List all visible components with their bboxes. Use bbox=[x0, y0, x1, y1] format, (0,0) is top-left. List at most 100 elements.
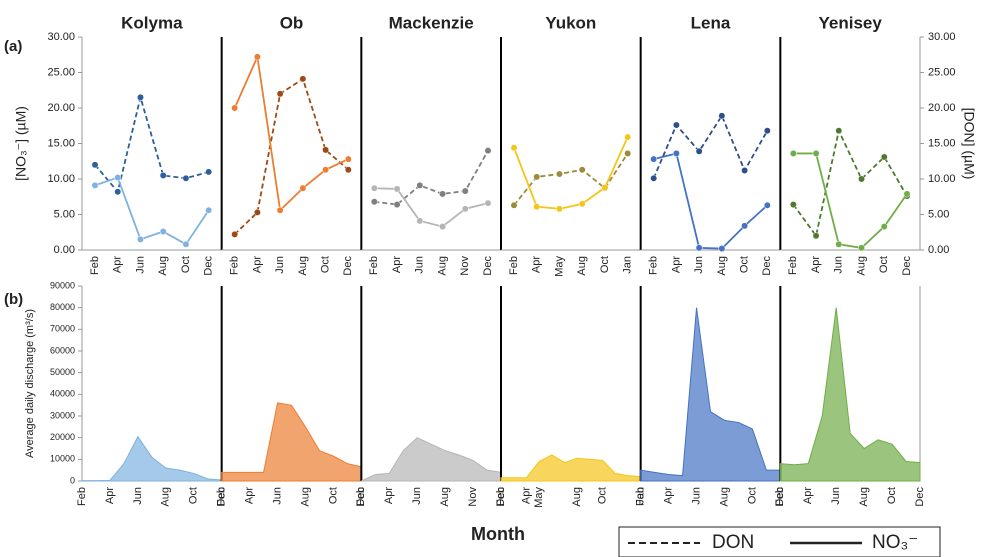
x-tick-label: Jun bbox=[833, 256, 845, 274]
x-tick-label: Feb bbox=[368, 256, 380, 275]
point bbox=[182, 174, 190, 182]
x-tick-label: Jun bbox=[830, 487, 842, 505]
point bbox=[137, 235, 144, 243]
point bbox=[461, 205, 469, 213]
point bbox=[114, 188, 122, 196]
point bbox=[253, 53, 261, 61]
point bbox=[741, 167, 749, 174]
y-tick-label: 25.00 bbox=[47, 66, 75, 78]
x-tick-label: Dec bbox=[342, 256, 354, 276]
x-tick-label: Apr bbox=[663, 487, 675, 504]
x-tick-label: Jan bbox=[622, 256, 634, 274]
x-tick-label: Aug bbox=[297, 256, 309, 276]
discharge-area bbox=[779, 307, 921, 482]
x-tick-label: Oct bbox=[886, 487, 898, 504]
point bbox=[159, 172, 167, 179]
discharge-area bbox=[500, 454, 642, 482]
point bbox=[276, 206, 284, 214]
x-tick-label: Apr bbox=[520, 487, 532, 504]
x-tick-label: Jun bbox=[132, 487, 144, 505]
y-axis-label: Average daily discharge (m³/s) bbox=[24, 309, 36, 458]
point bbox=[510, 144, 518, 152]
discharge-area bbox=[361, 437, 502, 482]
x-tick-label: Apr bbox=[112, 256, 124, 273]
x-tick-label: Feb bbox=[89, 256, 101, 275]
point bbox=[439, 190, 446, 198]
x-tick-label: Oct bbox=[188, 487, 200, 504]
point bbox=[370, 184, 378, 192]
y2-tick-label: 30.00 bbox=[928, 31, 956, 43]
x-tick-label: May bbox=[533, 487, 545, 508]
y-tick-label: 15.00 bbox=[47, 137, 75, 149]
point bbox=[763, 127, 771, 135]
discharge-area bbox=[221, 402, 362, 482]
x-tick-label: Dec bbox=[774, 487, 786, 507]
y-tick-label: 20000 bbox=[50, 432, 75, 442]
x-tick-label: Apr bbox=[802, 487, 814, 504]
series-line bbox=[233, 53, 349, 213]
x-tick-label: Apr bbox=[531, 256, 543, 273]
y-axis-label: [NO₃⁻] (µM) bbox=[13, 106, 29, 181]
y-tick-label: 60000 bbox=[50, 345, 75, 355]
series-line bbox=[234, 77, 349, 236]
x-tick-label: Aug bbox=[718, 487, 730, 507]
y-tick-label: 0.00 bbox=[54, 244, 75, 256]
x-tick-label: Oct bbox=[320, 256, 332, 273]
point bbox=[393, 201, 401, 209]
series-line bbox=[374, 150, 489, 206]
point bbox=[137, 93, 144, 101]
x-tick-label: Aug bbox=[439, 487, 451, 507]
x-tick-label: Feb bbox=[495, 487, 507, 506]
x-tick-label: Feb bbox=[355, 487, 367, 506]
x-tick-label: Dec bbox=[482, 256, 494, 276]
x-tick-label: Feb bbox=[635, 487, 647, 506]
y-tick-label: 0 bbox=[70, 475, 75, 485]
y-tick-label: 10.00 bbox=[47, 173, 75, 185]
point bbox=[416, 181, 424, 189]
x-tick-label: Apr bbox=[391, 256, 403, 273]
y-tick-label: 90000 bbox=[50, 280, 75, 290]
point bbox=[650, 155, 658, 163]
x-tick-label: Aug bbox=[858, 487, 870, 507]
point bbox=[624, 133, 632, 141]
legend-label: NO₃⁻ bbox=[872, 532, 918, 553]
panel-title: Lena bbox=[691, 13, 731, 32]
point bbox=[858, 244, 865, 252]
point bbox=[789, 149, 797, 157]
point bbox=[835, 127, 843, 135]
point bbox=[601, 184, 609, 191]
y-tick-label: 10000 bbox=[50, 454, 75, 464]
point bbox=[205, 168, 213, 176]
x-tick-label: Jun bbox=[411, 487, 423, 505]
y-tick-label: 30.00 bbox=[47, 31, 75, 43]
x-tick-label: Oct bbox=[180, 256, 192, 273]
point bbox=[556, 170, 563, 178]
point bbox=[231, 230, 239, 238]
point bbox=[812, 149, 820, 157]
x-tick-label: Aug bbox=[855, 256, 867, 276]
point bbox=[578, 200, 586, 208]
point bbox=[416, 217, 424, 225]
point bbox=[91, 181, 99, 189]
panel-title: Kolyma bbox=[121, 13, 183, 32]
point bbox=[533, 173, 541, 181]
x-tick-label: Feb bbox=[229, 256, 241, 275]
y-tick-label: 20.00 bbox=[47, 102, 75, 114]
point bbox=[484, 147, 492, 155]
y2-tick-label: 25.00 bbox=[928, 66, 956, 78]
point bbox=[91, 161, 99, 169]
discharge-area bbox=[81, 435, 223, 482]
x-tick-label: Dec bbox=[355, 487, 367, 507]
x-tick-label: Jun bbox=[134, 256, 146, 274]
x-tick-label: Oct bbox=[599, 256, 611, 273]
x-tick-label: Apr bbox=[251, 256, 263, 273]
x-axis-label: Month bbox=[471, 524, 525, 544]
point bbox=[484, 199, 492, 207]
point bbox=[322, 146, 330, 154]
x-tick-label: Feb bbox=[787, 256, 799, 275]
x-tick-label: Feb bbox=[216, 487, 228, 506]
panel-label: (a) bbox=[4, 38, 22, 55]
x-tick-label: Apr bbox=[244, 487, 256, 504]
x-tick-label: Apr bbox=[810, 256, 822, 273]
x-tick-label: Jun bbox=[693, 256, 705, 274]
